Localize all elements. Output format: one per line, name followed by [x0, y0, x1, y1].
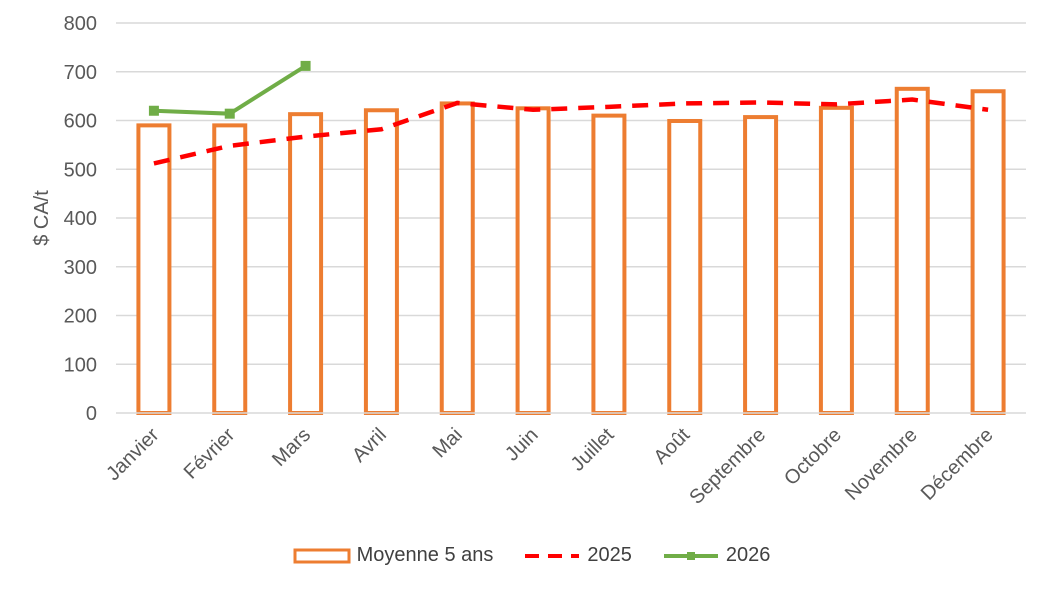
bar	[970, 89, 1006, 415]
x-tick-label: Octobre	[780, 424, 846, 490]
bar	[212, 123, 248, 415]
x-tick-label: Janvier	[102, 424, 163, 485]
y-tick-label: 700	[64, 62, 97, 84]
legend-swatch-line-marker	[663, 551, 718, 560]
x-tick-label: Février	[180, 424, 240, 484]
bar	[439, 101, 475, 415]
x-axis-ticks: Janvier Février Mars Avril Mai Juin Juillet Aoû…	[102, 424, 997, 509]
legend-swatch-dashed-line	[525, 553, 580, 558]
bar	[894, 86, 930, 415]
x-tick-label: Mai	[428, 424, 466, 462]
bar	[288, 112, 324, 415]
x-tick-label: Décembre	[917, 424, 998, 505]
marker-2026	[148, 105, 159, 116]
y-tick-label: 400	[64, 208, 97, 230]
legend-item-moyenne-5-ans: Moyenne 5 ans	[293, 544, 494, 567]
y-tick-label: 600	[64, 111, 97, 133]
y-tick-label: 100	[64, 354, 97, 376]
x-tick-label: Mars	[268, 424, 315, 471]
y-tick-label: 300	[64, 257, 97, 279]
legend-item-2025: 2025	[523, 544, 632, 567]
bar	[591, 113, 627, 415]
marker-2026	[300, 60, 311, 71]
line-2026	[153, 64, 307, 116]
y-tick-label: 500	[64, 159, 97, 181]
y-tick-label: 200	[64, 306, 97, 328]
x-tick-label: Juin	[501, 424, 543, 466]
gridlines	[116, 22, 1026, 365]
legend: Moyenne 5 ans 2025 2026	[0, 544, 1063, 567]
legend-swatch-bar	[293, 548, 351, 563]
x-tick-label: Août	[650, 424, 695, 469]
legend-label: 2026	[725, 544, 771, 566]
bar	[363, 108, 399, 415]
y-axis-title: $ CA/t	[31, 190, 53, 246]
y-axis-ticks: 0 100 200 300 400 500 600 700 800	[64, 13, 97, 425]
y-tick-label: 800	[64, 13, 97, 35]
line-series-2026	[148, 60, 311, 119]
marker-2026	[224, 108, 235, 119]
x-tick-label: Novembre	[841, 424, 922, 505]
x-tick-label: Juillet	[567, 424, 619, 476]
legend-label: Moyenne 5 ans	[356, 544, 494, 566]
x-tick-label: Avril	[348, 424, 391, 467]
line-2025	[153, 97, 989, 166]
bar	[136, 123, 172, 415]
bar	[743, 115, 779, 416]
legend-label: 2025	[587, 544, 632, 566]
y-tick-label: 0	[86, 403, 97, 425]
bar-series-moyenne-5-ans	[136, 86, 1006, 416]
bar	[818, 105, 854, 415]
legend-item-2026: 2026	[662, 544, 771, 567]
x-tick-label: Septembre	[685, 424, 770, 509]
bar	[515, 106, 551, 415]
line-series-2025	[153, 97, 989, 166]
bar	[667, 118, 703, 416]
